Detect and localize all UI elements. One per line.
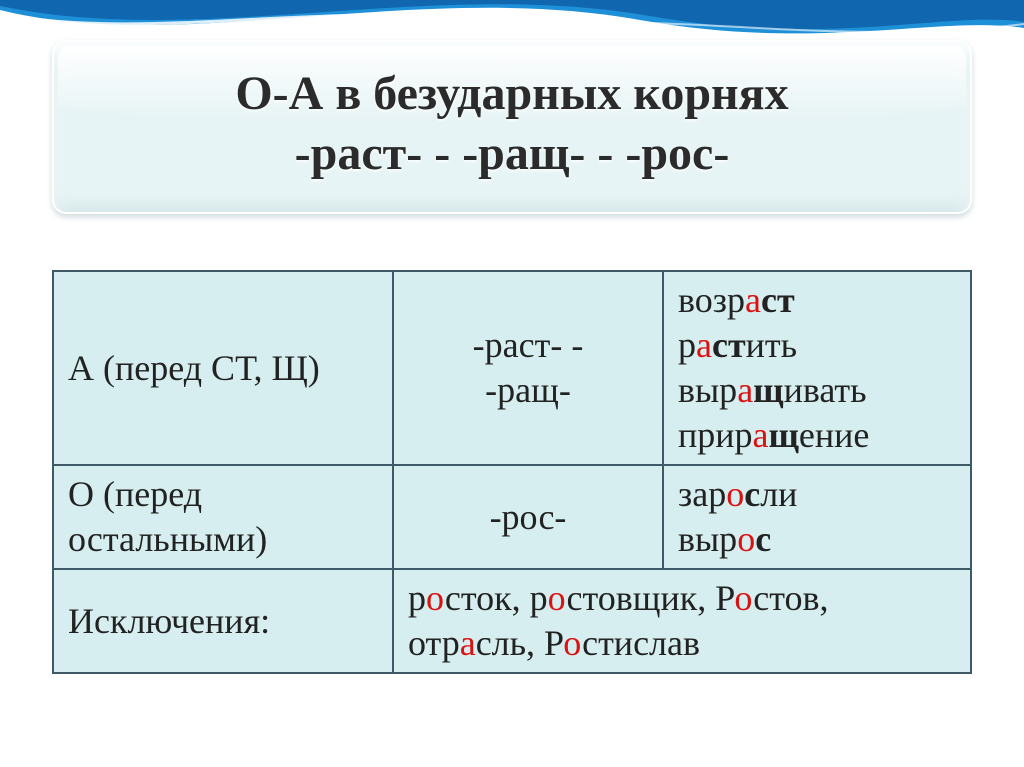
example-word: растить xyxy=(678,325,797,365)
examples-a-cell: возраст растить выращивать приращение xyxy=(663,271,971,465)
title-text: О-А в безударных корнях -раст- - -ращ- -… xyxy=(84,64,940,184)
table-row: Исключения: росток, ростовщик, Ростов,от… xyxy=(53,569,971,673)
table-row: А (перед СТ, Щ) -раст- - -ращ- возраст р… xyxy=(53,271,971,465)
rule-a-cell: А (перед СТ, Щ) xyxy=(53,271,393,465)
roots-o-cell: -рос- xyxy=(393,465,663,569)
rule-a-text: А (перед СТ, Щ) xyxy=(68,348,320,388)
roots-a-cell: -раст- - -ращ- xyxy=(393,271,663,465)
example-word: заросли xyxy=(678,474,797,514)
title-card: О-А в безударных корнях -раст- - -ращ- -… xyxy=(52,40,972,214)
example-word: выращивать xyxy=(678,370,867,410)
rule-o-cell: О (перед остальными) xyxy=(53,465,393,569)
root-rashch: -ращ- xyxy=(485,370,571,410)
rule-o-line2: остальными) xyxy=(68,519,267,559)
example-word: возраст xyxy=(678,280,795,320)
title-line2: -раст- - -ращ- - -рос- xyxy=(295,127,730,180)
exceptions-list-cell: росток, ростовщик, Ростов,отрасль, Рости… xyxy=(393,569,971,673)
root-ros: -рос- xyxy=(490,497,567,537)
examples-o-cell: заросли вырос xyxy=(663,465,971,569)
title-line1: О-А в безударных корнях xyxy=(235,67,788,120)
exceptions-text: росток, ростовщик, Ростов,отрасль, Рости… xyxy=(408,578,829,663)
rules-table: А (перед СТ, Щ) -раст- - -ращ- возраст р… xyxy=(52,270,972,674)
exceptions-label: Исключения: xyxy=(68,601,270,641)
example-word: вырос xyxy=(678,519,771,559)
root-rast: -раст- - xyxy=(473,325,584,365)
table-row: О (перед остальными) -рос- заросли вырос xyxy=(53,465,971,569)
example-word: приращение xyxy=(678,415,869,455)
exceptions-label-cell: Исключения: xyxy=(53,569,393,673)
rule-o-line1: О (перед xyxy=(68,474,202,514)
